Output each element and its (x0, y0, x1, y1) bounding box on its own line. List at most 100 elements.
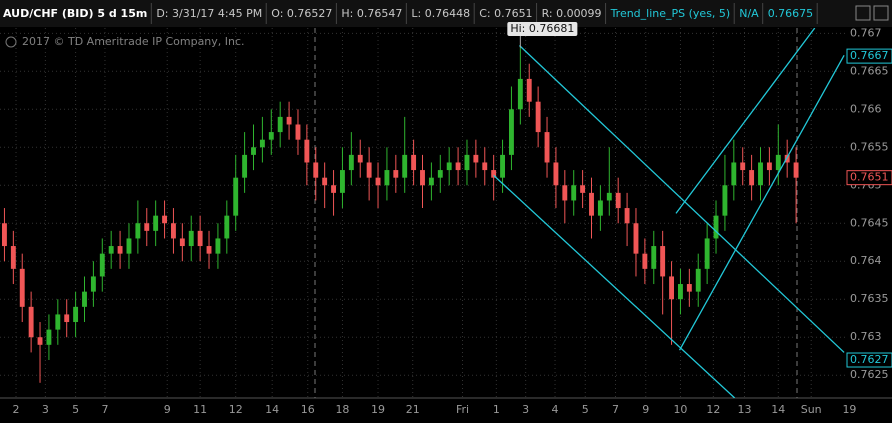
candle-body (348, 154, 354, 171)
candle-body (704, 238, 710, 269)
x-tick-label: 3 (522, 403, 529, 416)
price-label: 0.7667 (850, 49, 889, 62)
candle-body (215, 238, 221, 254)
x-tick-label: 1 (493, 403, 500, 416)
header-item: C: 0.7651 (479, 7, 532, 20)
candle-body (286, 116, 292, 125)
header-item: D: 3/31/17 4:45 PM (156, 7, 262, 20)
candle-body (366, 162, 372, 178)
candle-body (544, 132, 550, 163)
candle-body (90, 276, 96, 292)
menu-icon[interactable] (873, 5, 889, 21)
candle-body (526, 78, 532, 102)
candle-body (562, 185, 568, 201)
header: AUD/CHF (BID) 5 d 15m D: 3/31/17 4:45 PM O… (3, 3, 818, 24)
candle-body (633, 223, 639, 254)
candle-body (455, 162, 461, 171)
candle-body (571, 185, 577, 201)
candle-body (517, 78, 523, 110)
candle-body (784, 154, 790, 163)
candle-body (731, 162, 737, 186)
header-item: H: 0.76547 (341, 7, 402, 20)
candle-body (420, 170, 425, 186)
candle-body (277, 116, 283, 133)
candle-body (331, 185, 336, 193)
candles (2, 47, 799, 383)
x-tick-label: 13 (737, 403, 751, 416)
candle-body (500, 154, 505, 178)
x-tick-label: 9 (164, 403, 171, 416)
candle-body (313, 162, 319, 178)
grid: 0.7670.76650.7660.76550.7650.76450.7640.… (0, 26, 892, 416)
header-item: 0.76675 (768, 7, 814, 20)
candle-body (73, 306, 79, 323)
candle-body (82, 291, 87, 307)
header-item: N/A (739, 7, 759, 20)
candle-body (580, 185, 586, 193)
y-tick-label: 0.7665 (850, 64, 889, 77)
candle-body (224, 215, 230, 239)
x-tick-label: 21 (406, 403, 420, 416)
price-label-box (846, 170, 892, 186)
price-label: 0.7627 (850, 353, 889, 366)
x-tick-label: 4 (552, 403, 559, 416)
high-label: Hi: 0.76681 (510, 22, 574, 35)
candle-body (482, 162, 488, 171)
candle-body (242, 154, 248, 178)
candle-body (28, 306, 34, 338)
candle-body (411, 154, 417, 171)
x-tick-label: 5 (582, 403, 589, 416)
x-tick-label: 19 (371, 403, 385, 416)
candle-body (179, 238, 185, 247)
candle-body (437, 170, 443, 178)
x-tick-label: 16 (301, 403, 315, 416)
candle-body (491, 170, 497, 178)
x-tick-label: 7 (612, 403, 619, 416)
candle-body (624, 208, 630, 224)
x-tick-label: 9 (642, 403, 649, 416)
candle-body (171, 223, 176, 239)
candle-body (162, 215, 167, 224)
y-tick-label: 0.7655 (850, 140, 889, 153)
candle-body (99, 253, 105, 277)
price-label-box (846, 48, 892, 64)
candle-body (669, 276, 674, 300)
candle-body (340, 170, 345, 193)
trend-line (675, 28, 816, 214)
watermark: 2017 © TD Ameritrade IP Company, Inc. (22, 35, 245, 48)
trend-line (519, 45, 845, 353)
x-tick-label: 10 (673, 403, 687, 416)
x-tick-label: 12 (706, 403, 720, 416)
high-label-group: Hi: 0.76681 (507, 22, 578, 48)
candle-body (126, 238, 132, 254)
candle-body (197, 230, 203, 247)
x-tick-label: Sun (801, 403, 822, 416)
candle-body (473, 154, 479, 163)
candle-body (357, 154, 363, 163)
header-item: Trend_line_PS (yes, 5) (610, 7, 731, 20)
candle-body (615, 192, 621, 209)
candle-body (766, 162, 772, 171)
watermark-icon (5, 36, 17, 48)
high-label-box (507, 22, 578, 36)
candle-body (749, 170, 755, 186)
candle-body (597, 200, 603, 216)
candle-body (686, 284, 692, 292)
y-tick-label: 0.764 (850, 254, 882, 267)
header-bar (0, 0, 892, 27)
candle-body (775, 154, 781, 171)
candle-body (188, 230, 194, 247)
candle-body (55, 314, 61, 330)
candle-body (375, 177, 381, 186)
x-tick-label: Fri (456, 403, 469, 416)
overlays (493, 28, 845, 398)
candle-body (464, 154, 470, 171)
candle-body (393, 170, 399, 178)
y-tick-label: 0.7645 (850, 216, 889, 229)
candle-body (660, 246, 666, 277)
candle-body (135, 223, 141, 239)
settings-icon[interactable] (855, 5, 871, 21)
price-label-box (846, 352, 892, 368)
y-tick-label: 0.766 (850, 102, 882, 115)
